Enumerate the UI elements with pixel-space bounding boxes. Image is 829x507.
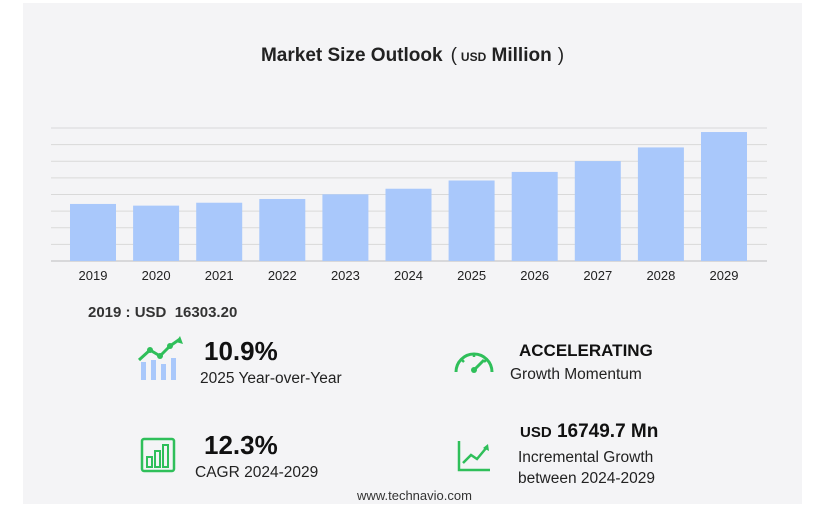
- bar-chart-icon: [140, 437, 176, 473]
- bar-2026: [511, 171, 558, 261]
- unit-close-paren: ): [557, 45, 565, 66]
- bar-2025: [448, 180, 495, 261]
- x-tick-label: 2023: [331, 268, 360, 283]
- x-tick-label: 2020: [142, 268, 171, 283]
- x-tick-label: 2026: [520, 268, 549, 283]
- x-tick-label: 2021: [205, 268, 234, 283]
- bar-2023: [322, 194, 369, 261]
- bar-2019: [70, 203, 116, 261]
- x-tick-label: 2025: [457, 268, 486, 283]
- momentum-value: ACCELERATING: [519, 341, 653, 360]
- x-tick-label: 2029: [710, 268, 739, 283]
- incremental-label-line2: between 2024-2029: [518, 470, 656, 487]
- momentum-label: Growth Momentum: [510, 366, 642, 383]
- incremental-number: 16749.7 Mn: [556, 421, 659, 442]
- speedometer-icon: [454, 352, 494, 373]
- chart-title: Market Size Outlook (USD Million): [23, 45, 802, 67]
- chart-title-text: Market Size Outlook: [260, 45, 443, 66]
- bar-2029: [701, 132, 747, 261]
- incremental-currency: USD: [520, 424, 552, 441]
- growth-chart-icon: [137, 336, 183, 380]
- base-year-value: 2019 : USD 16303.20: [88, 304, 237, 321]
- line-chart-icon: [457, 441, 490, 472]
- bar-2028: [637, 147, 684, 261]
- x-tick-label: 2027: [583, 268, 612, 283]
- cagr-label: CAGR 2024-2029: [195, 464, 319, 481]
- x-tick-label: 2024: [394, 268, 423, 283]
- x-tick-label: 2022: [268, 268, 297, 283]
- unit-open-paren: (: [450, 45, 457, 66]
- bar-2021: [196, 202, 243, 261]
- x-tick-label: 2019: [79, 268, 108, 283]
- cagr-value: 12.3%: [204, 430, 278, 460]
- yoy-label: 2025 Year-over-Year: [200, 370, 342, 387]
- incremental-value: USD 16749.7 Mn: [520, 421, 658, 443]
- x-tick-label: 2028: [646, 268, 675, 283]
- bar-chart: 2019 2020 2021 2022 2023 2024 2025 2026 2027 2028…: [51, 127, 767, 283]
- bar-2024: [385, 188, 432, 261]
- base-year-number: 16303.20: [174, 304, 238, 321]
- unit-currency: USD: [460, 50, 487, 64]
- source-footer: www.technavio.com: [357, 488, 472, 503]
- unit-scale: Million: [491, 45, 552, 66]
- yoy-value: 10.9%: [204, 336, 278, 366]
- bar-2020: [133, 205, 180, 261]
- bar-2027: [574, 161, 621, 261]
- incremental-label-line1: Incremental Growth: [518, 449, 654, 466]
- base-year-label: 2019 : USD: [88, 304, 167, 321]
- bar-2022: [259, 198, 306, 261]
